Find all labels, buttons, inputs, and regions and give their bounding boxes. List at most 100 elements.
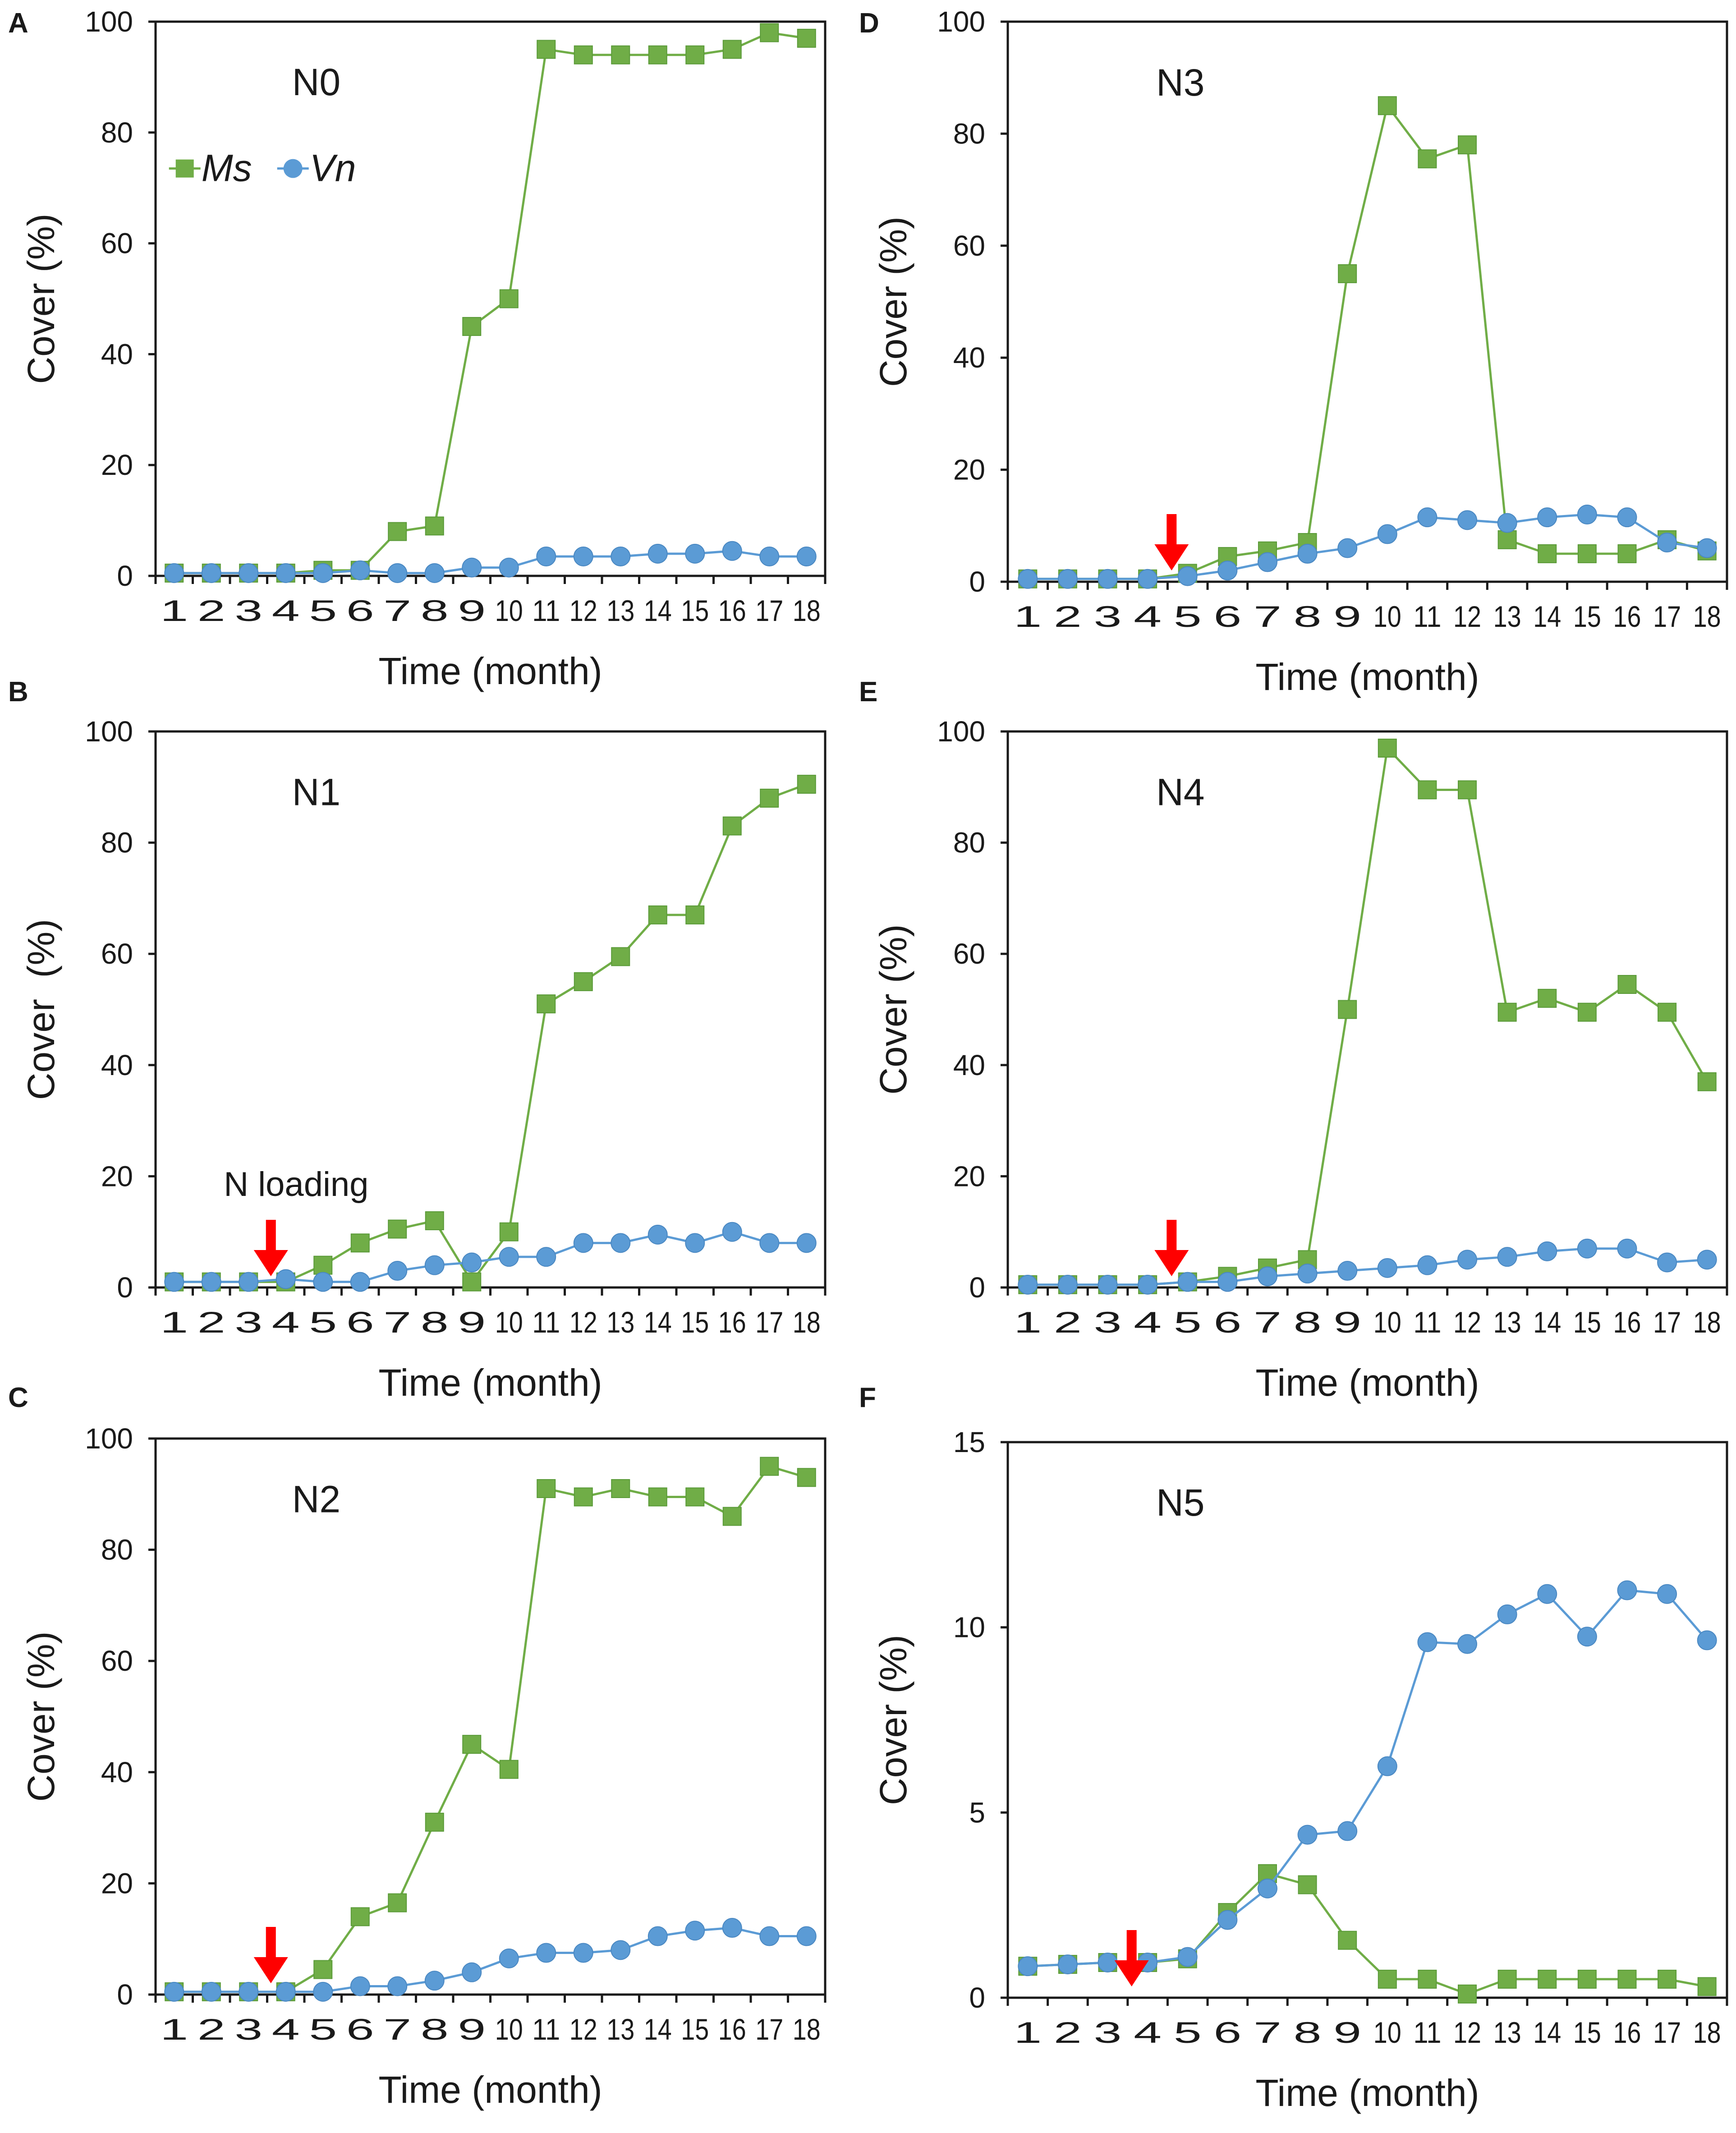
x-tick-label: 2: [197, 1306, 225, 1339]
y-tick-label: 80: [953, 827, 985, 859]
x-tick-label: 12: [569, 594, 597, 627]
panel-letter: D: [859, 8, 879, 39]
x-axis-title: Time (month): [1255, 656, 1479, 698]
ms-point: [1418, 780, 1437, 800]
y-tick-label: 100: [85, 5, 133, 38]
ms-point: [537, 1479, 556, 1498]
arrow-shaft: [266, 1927, 276, 1961]
vn-point: [1537, 1584, 1557, 1604]
vn-point: [573, 1943, 593, 1963]
arrow-head: [1154, 1250, 1189, 1276]
ms-point: [1617, 544, 1637, 563]
x-tick-label: 6: [1213, 1306, 1241, 1339]
y-tick-label: 40: [101, 1756, 133, 1788]
vn-point: [201, 1272, 221, 1292]
vn-point: [387, 1261, 408, 1281]
y-tick-label: 40: [101, 1049, 133, 1081]
vn-point: [387, 1976, 408, 1996]
legend-vn-marker: [283, 159, 303, 178]
x-tick-label: 5: [309, 1306, 337, 1339]
ms-point: [1658, 1002, 1677, 1022]
vn-point: [350, 1272, 370, 1292]
plot-frame: [1006, 20, 1728, 583]
ms-point: [1538, 544, 1557, 563]
vn-point: [313, 1981, 333, 2002]
vn-point: [387, 563, 408, 583]
vn-point: [796, 1926, 817, 1946]
x-tick-label: 7: [383, 2013, 411, 2046]
x-tick-label: 6: [346, 2013, 374, 2046]
series-line: [174, 31, 807, 575]
y-tick-label: 100: [937, 715, 985, 748]
ms-point: [648, 45, 667, 64]
y-tick-label: 40: [953, 1049, 985, 1081]
vn-point: [313, 563, 333, 583]
x-tick-label: 10: [495, 1306, 523, 1339]
x-tick-label: 17: [1653, 2016, 1681, 2049]
vn-point: [1057, 1954, 1078, 1975]
x-tick-label: 1: [1014, 1306, 1042, 1339]
panel-letter: B: [8, 676, 28, 708]
x-tick-label: 2: [197, 594, 225, 627]
x-tick-label: 3: [234, 1306, 262, 1339]
vn-point: [796, 1233, 817, 1253]
x-tick-label: 10: [1373, 1306, 1401, 1339]
y-tick-label: 0: [969, 565, 985, 598]
y-tick-label: 60: [101, 227, 133, 260]
vn-point: [1217, 1272, 1238, 1292]
x-tick-label: 12: [1453, 2016, 1481, 2049]
ms-point: [1538, 988, 1557, 1008]
y-tick-label: 60: [101, 1645, 133, 1677]
ms-point: [499, 1222, 519, 1241]
vn-point: [1297, 1264, 1318, 1284]
ms-point: [760, 1457, 779, 1476]
x-tick-label: 2: [1054, 1306, 1082, 1339]
vn-point: [164, 563, 184, 583]
x-tick-label: 15: [681, 594, 709, 627]
x-tick-label: 5: [309, 2013, 337, 2046]
vn-point: [759, 1926, 780, 1946]
y-tick-label: 80: [101, 827, 133, 859]
plot-frame: [154, 20, 827, 577]
vn-point: [1417, 1255, 1437, 1275]
x-tick-label: 9: [1333, 1306, 1361, 1339]
ms-point: [1458, 135, 1477, 155]
x-tick-label: 11: [1413, 600, 1441, 633]
x-tick-label: 7: [383, 594, 411, 627]
vn-point: [1457, 1634, 1478, 1654]
vn-point: [313, 1272, 333, 1292]
vn-point: [1697, 1630, 1717, 1650]
y-tick-label: 0: [969, 1271, 985, 1304]
n-loading-arrow: [253, 1220, 288, 1276]
y-axis-title: Cover (%): [20, 213, 62, 384]
ms-point: [425, 516, 444, 536]
ms-point: [574, 972, 593, 991]
arrow-head: [253, 1250, 288, 1276]
ms-point: [388, 1893, 407, 1912]
x-tick-label: 11: [1413, 2016, 1441, 2049]
ms-point: [685, 1487, 705, 1507]
vn-point: [239, 1981, 259, 2002]
y-tick-label: 60: [953, 230, 985, 262]
ms-point: [1617, 1969, 1637, 1989]
vn-point: [201, 1981, 221, 2002]
x-tick-label: 17: [755, 594, 783, 627]
x-tick-label: 1: [160, 2013, 188, 2046]
x-tick-label: 18: [793, 594, 821, 627]
x-tick-label: 12: [569, 2013, 597, 2046]
x-tick-label: 11: [1413, 1306, 1441, 1339]
vn-point: [424, 1255, 445, 1275]
y-tick-label: 60: [953, 938, 985, 970]
series-vn: [164, 1222, 817, 1292]
ms-point: [722, 1507, 742, 1526]
vn-point: [1537, 507, 1557, 528]
x-tick-label: 7: [1254, 600, 1281, 633]
vn-point: [796, 546, 817, 566]
series-line: [174, 550, 807, 575]
x-axis-title: Time (month): [378, 2069, 602, 2111]
